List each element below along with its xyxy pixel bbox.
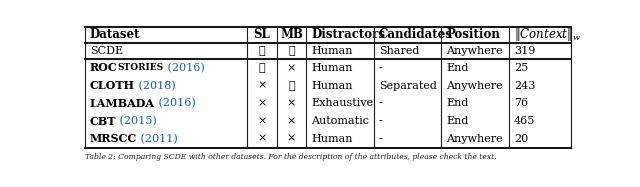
Text: MRSCC: MRSCC (90, 133, 137, 144)
Text: End: End (446, 98, 468, 108)
Text: Human: Human (311, 134, 353, 144)
Text: MB: MB (280, 28, 303, 41)
Text: ×: × (257, 116, 266, 126)
Text: (2018): (2018) (135, 80, 175, 91)
Text: CBT: CBT (90, 116, 116, 127)
Text: Separated: Separated (379, 81, 436, 91)
Text: -: - (379, 134, 383, 144)
Text: SCDE: SCDE (90, 46, 123, 56)
Text: $\|Context\|_w$: $\|Context\|_w$ (514, 26, 581, 43)
Text: Human: Human (311, 81, 353, 91)
Text: 465: 465 (514, 116, 535, 126)
Text: 25: 25 (514, 63, 528, 73)
Text: Exhaustive: Exhaustive (311, 98, 374, 108)
Text: Human: Human (311, 46, 353, 56)
Text: ×: × (287, 63, 296, 73)
Text: 20: 20 (514, 134, 528, 144)
Text: ✓: ✓ (259, 46, 265, 56)
Text: SL: SL (253, 28, 270, 41)
Text: 243: 243 (514, 81, 535, 91)
Text: Human: Human (311, 63, 353, 73)
Text: End: End (446, 63, 468, 73)
Text: (2016): (2016) (164, 63, 205, 73)
Text: Position: Position (446, 28, 500, 41)
Text: (2011): (2011) (137, 134, 178, 144)
Text: 76: 76 (514, 98, 528, 108)
Text: -: - (379, 98, 383, 108)
Text: ✓: ✓ (288, 46, 295, 56)
Text: 319: 319 (514, 46, 535, 56)
Text: -: - (379, 63, 383, 73)
Text: ×: × (257, 81, 266, 91)
Text: Automatic: Automatic (311, 116, 369, 126)
Text: ROC: ROC (90, 62, 118, 73)
Text: Dataset: Dataset (90, 28, 140, 41)
Text: End: End (446, 116, 468, 126)
Text: ×: × (257, 98, 266, 108)
Text: ✓: ✓ (288, 81, 295, 91)
Text: ×: × (287, 98, 296, 108)
Text: -: - (379, 116, 383, 126)
Text: Shared: Shared (379, 46, 419, 56)
Text: CLOTH: CLOTH (90, 80, 135, 91)
Text: (2016): (2016) (155, 98, 196, 108)
Text: STORIES: STORIES (118, 63, 164, 72)
Text: ✓: ✓ (259, 63, 265, 73)
Text: Candidates: Candidates (379, 28, 452, 41)
Text: Table 2: Comparing SCDE with other datasets. For the description of the attribut: Table 2: Comparing SCDE with other datas… (85, 153, 497, 161)
Text: Anywhere: Anywhere (446, 81, 503, 91)
Text: Anywhere: Anywhere (446, 46, 503, 56)
Text: ×: × (287, 116, 296, 126)
Text: Distractors: Distractors (311, 28, 385, 41)
Text: ×: × (257, 134, 266, 144)
Text: ×: × (287, 134, 296, 144)
Text: LAMBADA: LAMBADA (90, 98, 155, 109)
Text: (2015): (2015) (116, 116, 157, 126)
Text: Anywhere: Anywhere (446, 134, 503, 144)
